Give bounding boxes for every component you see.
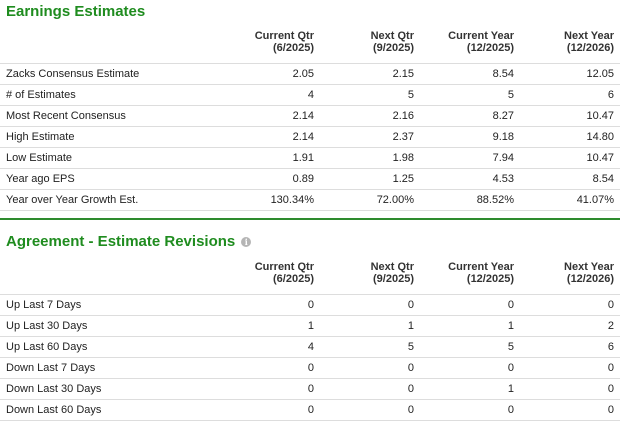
table-cell: 0 bbox=[420, 357, 520, 379]
header-next-year: Next Year (12/2026) bbox=[564, 261, 614, 285]
table-row: Down Last 7 Days 0 0 0 0 bbox=[0, 357, 620, 379]
table-cell: 88.52% bbox=[420, 189, 520, 211]
table-cell: 8.27 bbox=[420, 105, 520, 127]
table-cell: 0 bbox=[215, 357, 320, 379]
header-current-qtr: Current Qtr (6/2025) bbox=[254, 30, 314, 54]
table-cell: 2.16 bbox=[320, 105, 420, 127]
table-row: Zacks Consensus Estimate 2.05 2.15 8.54 12.0… bbox=[0, 63, 620, 85]
table-row: Up Last 30 Days 1 1 1 2 bbox=[0, 315, 620, 337]
earnings-estimates-section: Earnings Estimates Current Qtr (6/2025) N… bbox=[0, 3, 620, 211]
table-cell: 6 bbox=[520, 336, 620, 358]
table-cell: 1.98 bbox=[320, 147, 420, 169]
header-next-qtr: Next Qtr (9/2025) bbox=[370, 261, 414, 285]
row-label: Most Recent Consensus bbox=[0, 105, 215, 127]
table-cell: 130.34% bbox=[215, 189, 320, 211]
table-cell: 12.05 bbox=[520, 63, 620, 85]
table-row: Up Last 60 Days 4 5 5 6 bbox=[0, 336, 620, 358]
table-header-row: Current Qtr (6/2025) Next Qtr (9/2025) Cur… bbox=[0, 24, 620, 64]
table-cell: 0 bbox=[520, 294, 620, 316]
table-row: Low Estimate 1.91 1.98 7.94 10.47 bbox=[0, 147, 620, 169]
info-icon[interactable]: i bbox=[241, 237, 252, 247]
table-cell: 1.91 bbox=[215, 147, 320, 169]
row-label: Up Last 60 Days bbox=[0, 336, 215, 358]
table-cell: 41.07% bbox=[520, 189, 620, 211]
header-current-year: Current Year (12/2025) bbox=[448, 30, 514, 54]
row-label: Year ago EPS bbox=[0, 168, 215, 190]
table-cell: 4 bbox=[215, 84, 320, 106]
table-cell: 0 bbox=[215, 294, 320, 316]
table-cell: 2.14 bbox=[215, 126, 320, 148]
row-label: Up Last 30 Days bbox=[0, 315, 215, 337]
table-cell: 0 bbox=[520, 378, 620, 400]
row-label: Zacks Consensus Estimate bbox=[0, 63, 215, 85]
table-cell: 1 bbox=[420, 378, 520, 400]
table-cell: 9.18 bbox=[420, 126, 520, 148]
table-cell: 0 bbox=[320, 357, 420, 379]
table-cell: 0 bbox=[215, 399, 320, 421]
table-row: Down Last 30 Days 0 0 1 0 bbox=[0, 378, 620, 400]
section-divider bbox=[0, 218, 620, 220]
table-cell: 0 bbox=[320, 378, 420, 400]
table-cell: 7.94 bbox=[420, 147, 520, 169]
table-cell: 0 bbox=[215, 378, 320, 400]
table-row: High Estimate 2.14 2.37 9.18 14.80 bbox=[0, 126, 620, 148]
row-label: Down Last 7 Days bbox=[0, 357, 215, 379]
table-cell: 1 bbox=[320, 315, 420, 337]
table-row: # of Estimates 4 5 5 6 bbox=[0, 84, 620, 106]
table-cell: 0.89 bbox=[215, 168, 320, 190]
table-cell: 6 bbox=[520, 84, 620, 106]
row-label: Down Last 30 Days bbox=[0, 378, 215, 400]
table-cell: 2.37 bbox=[320, 126, 420, 148]
header-current-qtr: Current Qtr (6/2025) bbox=[254, 261, 314, 285]
table-cell: 0 bbox=[420, 294, 520, 316]
table-cell: 10.47 bbox=[520, 105, 620, 127]
earnings-estimates-table: Current Qtr (6/2025) Next Qtr (9/2025) Cur… bbox=[0, 24, 620, 211]
estimate-revisions-table: Current Qtr (6/2025) Next Qtr (9/2025) Cur… bbox=[0, 255, 620, 421]
table-cell: 1 bbox=[215, 315, 320, 337]
row-label: Up Last 7 Days bbox=[0, 294, 215, 316]
table-cell: 0 bbox=[520, 357, 620, 379]
header-current-year: Current Year (12/2025) bbox=[448, 261, 514, 285]
row-label: High Estimate bbox=[0, 126, 215, 148]
header-label-column bbox=[0, 255, 215, 295]
table-cell: 8.54 bbox=[520, 168, 620, 190]
table-cell: 2.15 bbox=[320, 63, 420, 85]
table-cell: 10.47 bbox=[520, 147, 620, 169]
row-label: Year over Year Growth Est. bbox=[0, 189, 215, 211]
earnings-estimates-title: Earnings Estimates bbox=[6, 3, 146, 20]
table-cell: 4 bbox=[215, 336, 320, 358]
table-cell: 2 bbox=[520, 315, 620, 337]
header-label-column bbox=[0, 24, 215, 64]
table-cell: 14.80 bbox=[520, 126, 620, 148]
table-row: Year ago EPS 0.89 1.25 4.53 8.54 bbox=[0, 168, 620, 190]
table-cell: 2.14 bbox=[215, 105, 320, 127]
table-row: Year over Year Growth Est. 130.34% 72.00% 8… bbox=[0, 189, 620, 211]
table-row: Most Recent Consensus 2.14 2.16 8.27 10.47 bbox=[0, 105, 620, 127]
table-cell: 0 bbox=[320, 294, 420, 316]
header-next-year: Next Year (12/2026) bbox=[564, 30, 614, 54]
estimate-revisions-section: Agreement - Estimate Revisions i Current… bbox=[0, 229, 620, 434]
table-cell: 4.53 bbox=[420, 168, 520, 190]
table-cell: 5 bbox=[420, 336, 520, 358]
table-cell: 5 bbox=[320, 336, 420, 358]
row-label: # of Estimates bbox=[0, 84, 215, 106]
header-next-qtr: Next Qtr (9/2025) bbox=[370, 30, 414, 54]
table-cell: 8.54 bbox=[420, 63, 520, 85]
table-cell: 5 bbox=[320, 84, 420, 106]
table-header-row: Current Qtr (6/2025) Next Qtr (9/2025) Cur… bbox=[0, 255, 620, 295]
table-cell: 1 bbox=[420, 315, 520, 337]
table-cell: 1.25 bbox=[320, 168, 420, 190]
estimate-revisions-title-text: Agreement - Estimate Revisions bbox=[6, 233, 236, 250]
table-cell: 2.05 bbox=[215, 63, 320, 85]
table-row: Down Last 60 Days 0 0 0 0 bbox=[0, 399, 620, 421]
estimate-revisions-title: Agreement - Estimate Revisions i bbox=[0, 229, 620, 255]
table-cell: 72.00% bbox=[320, 189, 420, 211]
table-cell: 5 bbox=[420, 84, 520, 106]
row-label: Down Last 60 Days bbox=[0, 399, 215, 421]
row-label: Low Estimate bbox=[0, 147, 215, 169]
table-cell: 0 bbox=[320, 399, 420, 421]
table-row: Up Last 7 Days 0 0 0 0 bbox=[0, 294, 620, 316]
table-cell: 0 bbox=[420, 399, 520, 421]
table-cell: 0 bbox=[520, 399, 620, 421]
